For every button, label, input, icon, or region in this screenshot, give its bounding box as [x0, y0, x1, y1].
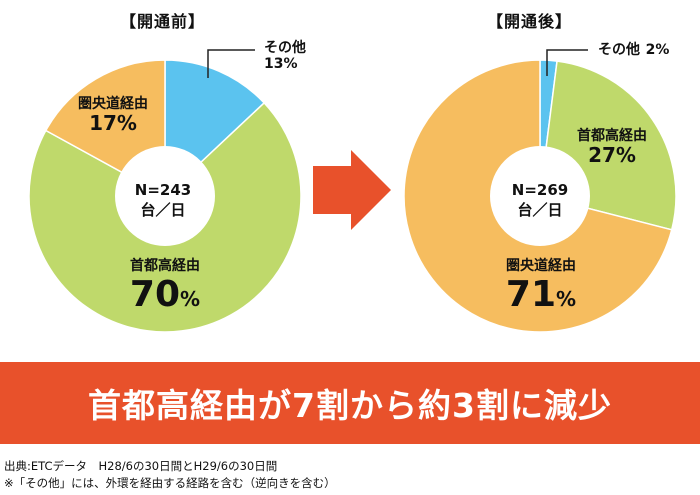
slice-value: 2%	[645, 42, 670, 58]
donut-hole	[490, 146, 590, 246]
chart-title-before: 【開通前】	[120, 12, 206, 31]
chart-title-after: 【開通後】	[487, 12, 573, 31]
slice-label: 圏央道経由	[506, 258, 576, 274]
slice-label: その他	[598, 42, 640, 58]
slice-label: 首都高経由	[577, 128, 647, 144]
slice-label: 圏央道経由	[78, 96, 148, 112]
donut-hole	[115, 146, 215, 246]
label-ken-after: 圏央道経由 71%	[486, 258, 596, 315]
pie-chart-before	[28, 49, 302, 333]
slice-label: 首都高経由	[130, 258, 200, 274]
slice-label: その他	[264, 40, 306, 56]
label-other-before: その他 13%	[264, 40, 306, 72]
footnote-note: ※「その他」には、外環を経由する経路を含む（逆向きを含む）	[4, 476, 336, 490]
slice-value: 70%	[129, 274, 201, 316]
slice-value: 27%	[588, 143, 636, 168]
label-shuto-after: 首都高経由 27%	[557, 128, 667, 167]
center-n-before: N=243	[134, 181, 192, 199]
center-label-before: N=243 台／日	[118, 181, 208, 220]
leader-line	[207, 49, 255, 78]
center-label-after: N=269 台／日	[495, 181, 585, 220]
footnote-source: 出典:ETCデータ H28/6の30日間とH29/6の30日間	[4, 459, 278, 473]
center-unit-before: 台／日	[140, 200, 186, 219]
label-ken-before: 圏央道経由 17%	[58, 96, 168, 135]
slice-value: 13%	[264, 56, 298, 73]
banner-text: 首都高経由が7割から約3割に減少	[88, 386, 612, 425]
label-other-after: その他 2%	[598, 40, 669, 58]
leader-line	[546, 49, 588, 76]
pie-chart-after	[403, 49, 677, 333]
label-shuto-before: 首都高経由 70%	[110, 258, 220, 315]
arrow-right-icon	[313, 150, 391, 230]
slice-value: 71%	[505, 274, 577, 316]
summary-banner: 首都高経由が7割から約3割に減少	[0, 362, 700, 444]
slice-value: 17%	[89, 111, 137, 136]
center-unit-after: 台／日	[517, 200, 563, 219]
center-n-after: N=269	[511, 181, 569, 199]
